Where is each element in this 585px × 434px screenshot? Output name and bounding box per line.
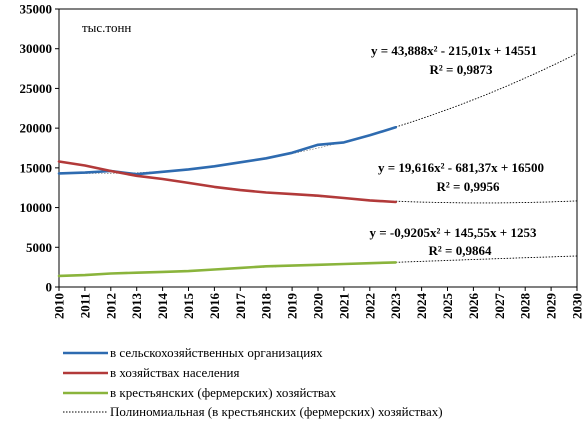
y-tick-label: 0 xyxy=(46,280,53,295)
trend-equation-2: y = 19,616x² - 681,37x + 16500 xyxy=(378,160,544,175)
x-tick-label: 2017 xyxy=(233,293,248,320)
x-tick-label: 2028 xyxy=(518,293,533,320)
y-tick-label: 20000 xyxy=(20,121,53,136)
y-tick-label: 30000 xyxy=(20,41,53,56)
trend-equation-1: y = 43,888x² - 215,01x + 14551 xyxy=(371,43,537,58)
x-tick-label: 2012 xyxy=(103,293,118,319)
x-tick-label: 2026 xyxy=(466,293,481,320)
legend-label-2: в хозяйствах населения xyxy=(110,365,240,380)
x-tick-label: 2029 xyxy=(544,293,559,320)
x-tick-label: 2019 xyxy=(285,293,300,320)
trendline-fit-1 xyxy=(58,126,396,174)
x-tick-label: 2015 xyxy=(181,293,196,320)
x-tick-label: 2011 xyxy=(77,293,92,318)
x-tick-label: 2024 xyxy=(414,293,429,320)
y-tick-label: 10000 xyxy=(20,200,53,215)
trendline-1 xyxy=(395,53,578,128)
series-line-2 xyxy=(57,160,398,204)
x-tick-label: 2014 xyxy=(155,293,170,320)
trend-r2-2: R² = 0,9956 xyxy=(437,179,500,194)
unit-label: тыс.тонн xyxy=(82,20,131,35)
x-tick-label: 2025 xyxy=(440,293,455,320)
series-lines xyxy=(57,126,398,278)
legend-label-1: в сельскохозяйственных организациях xyxy=(110,345,323,360)
x-tick-label: 2018 xyxy=(259,293,274,320)
y-tick-label: 35000 xyxy=(20,2,53,17)
legend-label-3: в крестьянских (фермерских) хозяйствах xyxy=(110,385,337,400)
x-tick-label: 2013 xyxy=(129,293,144,320)
trend-r2-3: R² = 0,9864 xyxy=(429,243,492,258)
series-line-1 xyxy=(57,126,398,176)
y-tick-label: 25000 xyxy=(20,81,53,96)
legend: в сельскохозяйственных организациях в хоз… xyxy=(63,345,443,419)
axes: 0 5000 10000 15000 20000 25000 30000 35000 2010 2… xyxy=(20,2,585,320)
trendline-fit-2 xyxy=(58,160,396,202)
trendline-2 xyxy=(395,200,578,204)
equation-annotations: тыс.тонн y = 43,888x² - 215,01x + 14551 R²… xyxy=(82,20,544,258)
y-tick-label: 15000 xyxy=(20,160,53,175)
trend-equation-3: y = -0,9205x² + 145,55x + 1253 xyxy=(370,225,537,240)
series-line-3 xyxy=(57,261,398,278)
x-tick-label: 2010 xyxy=(52,293,67,319)
x-tick-label: 2023 xyxy=(388,293,403,320)
x-tick-label: 2030 xyxy=(570,293,585,319)
y-tick-label: 5000 xyxy=(26,240,52,255)
x-tick-label: 2016 xyxy=(207,293,222,320)
x-tick-label: 2020 xyxy=(311,293,326,319)
trend-r2-1: R² = 0,9873 xyxy=(430,62,493,77)
x-tick-label: 2021 xyxy=(336,293,351,319)
x-tick-label: 2027 xyxy=(492,293,507,320)
x-tick-label: 2022 xyxy=(362,293,377,319)
trendline-3 xyxy=(395,255,578,263)
legend-label-4: Полиномиальная (в крестьянских (фермерск… xyxy=(110,404,443,419)
